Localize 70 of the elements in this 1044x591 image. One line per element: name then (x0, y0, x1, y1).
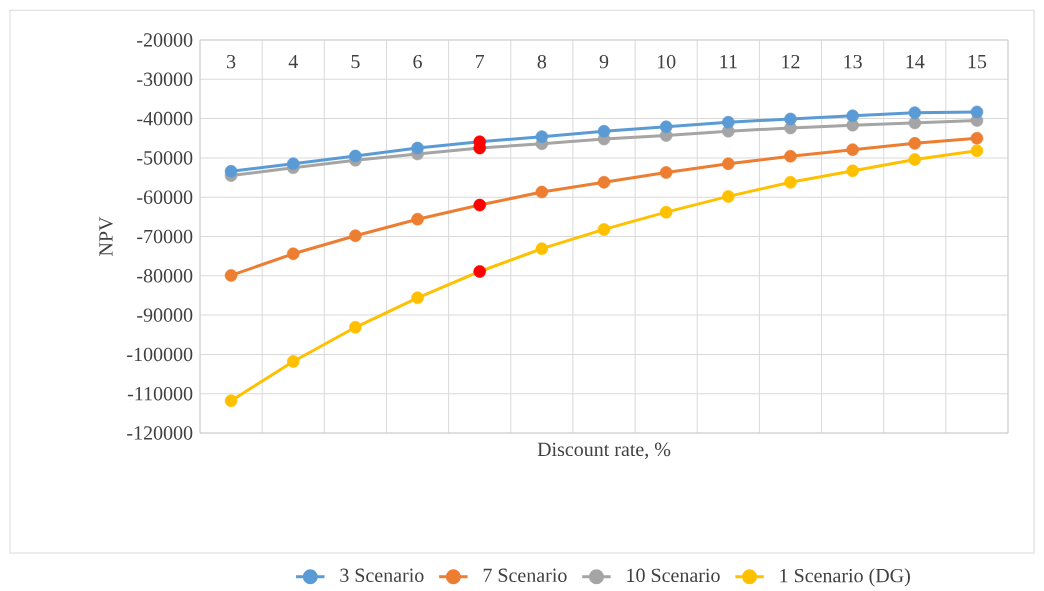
y-tick-label: -110000 (127, 387, 193, 401)
y-tick-label: -20000 (137, 33, 193, 47)
point (473, 265, 486, 278)
point (224, 165, 238, 178)
point (286, 247, 300, 261)
x-tick-label: 8 (537, 55, 547, 69)
point (659, 206, 673, 219)
x-tick-label: 9 (599, 55, 609, 69)
point (535, 242, 549, 256)
point (846, 164, 859, 178)
point (970, 132, 984, 145)
x-tick-label: 15 (968, 55, 987, 69)
x-tick-label: 14 (906, 55, 925, 69)
legend-label: 10 Scenario (627, 568, 720, 583)
point (411, 291, 424, 305)
point (535, 186, 549, 199)
x-tick-label: 13 (844, 55, 862, 69)
x-axis-title: Discount rate, % (537, 442, 671, 460)
point (473, 199, 486, 212)
point (722, 116, 735, 129)
x-tick-label: 5 (351, 55, 360, 69)
point (597, 223, 611, 236)
point (784, 150, 797, 163)
point (970, 105, 984, 119)
point (908, 106, 922, 120)
x-tick-label: 11 (720, 55, 737, 69)
y-tick-label: -60000 (137, 190, 193, 205)
point (722, 190, 735, 203)
point (908, 153, 922, 166)
x-tick-label: 10 (657, 55, 676, 69)
point (597, 176, 611, 189)
point (597, 125, 611, 138)
point (659, 166, 673, 179)
point (349, 149, 362, 163)
x-tick-label: 4 (288, 55, 298, 69)
point (659, 120, 673, 134)
point (722, 157, 735, 171)
legend-label: 1 Scenario (DG) (780, 568, 910, 587)
legend-label: 7 Scenario (483, 568, 567, 583)
point (349, 229, 362, 243)
y-tick-label: -120000 (127, 426, 193, 440)
point (349, 321, 362, 334)
y-tick-label: -70000 (137, 230, 193, 244)
point (411, 213, 424, 226)
y-tick-label: -80000 (137, 269, 193, 283)
x-tick-label: 12 (782, 55, 800, 69)
point (846, 119, 859, 132)
point (846, 109, 859, 123)
point (784, 112, 797, 126)
point (846, 143, 859, 157)
point (970, 144, 984, 158)
point (286, 355, 300, 368)
y-tick-label: -100000 (127, 347, 193, 362)
point (784, 176, 797, 189)
y-tick-label: -90000 (137, 308, 193, 323)
point (224, 269, 238, 282)
y-tick-label: -40000 (137, 112, 193, 126)
x-tick-label: 6 (413, 55, 422, 69)
y-tick-label: -30000 (137, 72, 193, 87)
point (224, 394, 238, 408)
point (411, 142, 424, 155)
x-tick-label: 7 (476, 55, 485, 69)
point (908, 137, 922, 150)
point (286, 157, 300, 171)
legend-label: 3 Scenario (340, 568, 424, 583)
y-tick-label: -50000 (137, 151, 193, 165)
point (535, 130, 549, 144)
point (908, 116, 922, 130)
y-axis-title: NPV (99, 216, 113, 257)
x-tick-label: 3 (227, 55, 236, 69)
